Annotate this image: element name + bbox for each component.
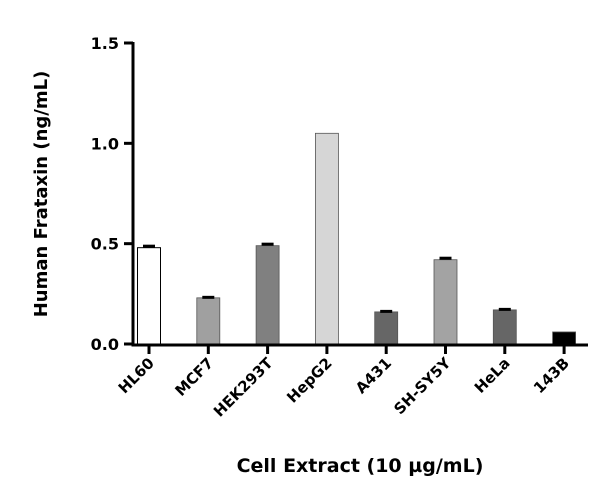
error-bar (202, 295, 215, 299)
y-tick-label: 1.0 (91, 134, 119, 153)
x-tick-label: SH-SY5Y (390, 353, 455, 418)
bar-143b (552, 331, 576, 345)
y-axis-label: Human Frataxin (ng/mL) (31, 71, 52, 318)
error-bar (261, 242, 274, 246)
bar-mcf7 (196, 297, 221, 345)
error-bar (143, 244, 155, 248)
y-tick-label: 0.5 (91, 235, 119, 254)
error-bar (380, 309, 393, 313)
x-tick-label: 143B (530, 354, 573, 397)
x-tick-label: MCF7 (171, 354, 217, 400)
bar-hl60 (137, 247, 161, 345)
x-tick-label: HeLa (471, 354, 514, 397)
error-bar (498, 307, 511, 311)
bar-a431 (374, 311, 399, 345)
bar-hepg2 (314, 132, 339, 345)
bar-hela (492, 309, 517, 345)
bar-sh-sy5y (433, 259, 458, 345)
y-tick-label: 1.5 (91, 34, 119, 53)
x-tick-label: A431 (352, 354, 395, 397)
x-tick-label: HL60 (115, 354, 158, 397)
x-axis-label: Cell Extract (10 µg/mL) (237, 455, 484, 477)
error-bar (439, 256, 452, 260)
y-tick-label: 0.0 (91, 335, 119, 354)
bar-hek293t (255, 245, 280, 345)
x-tick-label: HEK293T (210, 354, 277, 421)
x-tick-label: HepG2 (283, 354, 335, 406)
